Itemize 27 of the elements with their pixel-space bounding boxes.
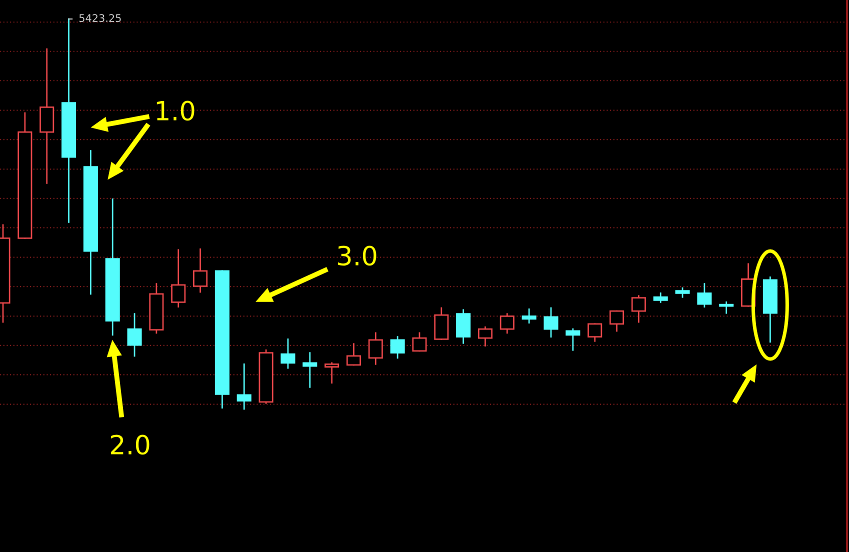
candlestick: [368, 332, 383, 365]
candlestick: [302, 352, 318, 388]
candlestick: [566, 328, 580, 351]
candlestick: [127, 313, 142, 357]
annotation: 5423.25: [79, 14, 121, 22]
candlestick: [762, 276, 778, 343]
candlestick: [631, 295, 646, 323]
candlestick: [719, 301, 734, 314]
candlestick: [324, 362, 340, 384]
candlestick: [478, 326, 493, 347]
annotation: 3.0: [338, 246, 376, 266]
candlestick: [83, 150, 98, 295]
candlestick: [500, 313, 514, 334]
candlestick: [697, 283, 712, 308]
candlestick: [522, 308, 536, 324]
text: 2.0: [110, 434, 150, 455]
candlestick: [456, 309, 471, 344]
candlestick: [171, 249, 186, 308]
candlestick: [61, 18, 76, 223]
candlestick: [390, 336, 405, 359]
candlestick: [40, 48, 54, 184]
candlestick: [236, 363, 252, 410]
candlestick: [193, 248, 208, 293]
candlestick: [653, 292, 668, 303]
annotation: 1.0: [156, 100, 194, 121]
candlestick: [105, 198, 120, 336]
candlestick: [149, 283, 164, 334]
